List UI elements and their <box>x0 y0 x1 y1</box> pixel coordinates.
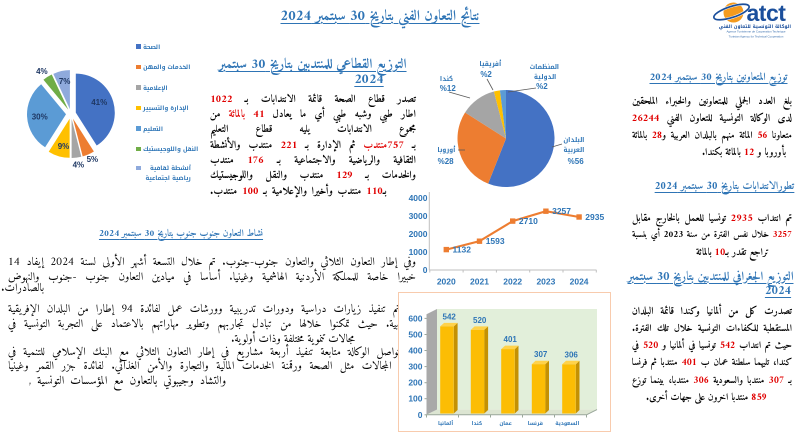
svg-text:Agence Tunisienne de Cooperati: Agence Tunisienne de Cooperation Techniq… <box>726 30 785 34</box>
svg-text:600: 600 <box>408 313 422 323</box>
svg-text:41%: 41% <box>91 98 107 107</box>
svg-text:400: 400 <box>408 346 422 356</box>
svg-text:2935: 2935 <box>585 212 604 222</box>
svg-text:1000: 1000 <box>409 247 428 257</box>
svg-text:0: 0 <box>423 265 428 275</box>
svg-text:3000: 3000 <box>409 211 428 221</box>
svg-text:Tunisian Agency for Technical: Tunisian Agency for Technical Cooperatio… <box>729 34 784 38</box>
svg-text:2021: 2021 <box>470 276 489 286</box>
svg-text:500: 500 <box>408 330 422 340</box>
svg-text:2000: 2000 <box>409 229 428 239</box>
svg-text:1593: 1593 <box>486 236 505 246</box>
svg-text:200: 200 <box>408 378 422 388</box>
svg-text:4%: 4% <box>36 67 48 76</box>
svg-text:307: 307 <box>534 350 548 359</box>
svg-text:7%: 7% <box>59 77 71 86</box>
svg-text:3257: 3257 <box>552 206 571 216</box>
svg-text:30%: 30% <box>32 112 48 121</box>
svg-text:2710: 2710 <box>519 216 538 226</box>
svg-text:atct: atct <box>747 1 787 26</box>
svg-text:2023: 2023 <box>536 276 555 286</box>
svg-text:1132: 1132 <box>453 245 472 255</box>
svg-text:542: 542 <box>443 312 457 321</box>
svg-text:2024: 2024 <box>570 276 589 286</box>
svg-text:520: 520 <box>473 316 487 325</box>
svg-text:306: 306 <box>565 350 579 359</box>
svg-text:300: 300 <box>408 362 422 372</box>
svg-text:0: 0 <box>418 410 423 420</box>
svg-text:4000: 4000 <box>409 193 428 203</box>
svg-text:9%: 9% <box>58 142 70 151</box>
svg-text:401: 401 <box>504 335 518 344</box>
svg-text:2022: 2022 <box>503 276 522 286</box>
svg-text:100: 100 <box>408 394 422 404</box>
svg-text:2020: 2020 <box>437 276 456 286</box>
svg-text:5%: 5% <box>87 155 99 164</box>
svg-text:4%: 4% <box>73 160 85 169</box>
